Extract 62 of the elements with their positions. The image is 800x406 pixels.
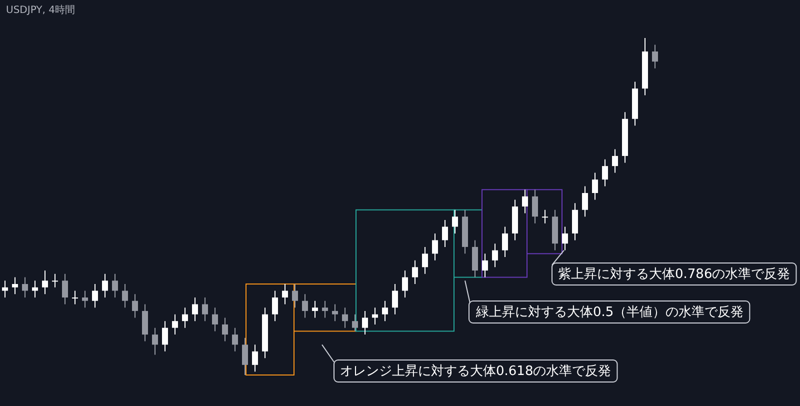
candlestick <box>302 294 308 318</box>
annotation: 緑上昇に対する大体0.5（半値）の水準で反発 <box>475 304 744 320</box>
candlestick <box>32 280 38 298</box>
candlestick <box>222 317 228 342</box>
candlestick <box>2 280 8 298</box>
candlestick <box>192 296 198 322</box>
candlestick <box>62 273 68 305</box>
candlestick <box>652 44 658 69</box>
candlestick <box>182 307 188 328</box>
candlestick <box>42 270 48 295</box>
candlestick <box>242 337 248 376</box>
candlestick <box>422 246 428 274</box>
candlestick <box>112 273 118 298</box>
candlestick <box>582 186 588 218</box>
candlestick <box>212 307 218 332</box>
candlestick <box>322 300 328 318</box>
candlestick <box>152 327 158 356</box>
candlestick <box>282 284 288 305</box>
candlestick <box>432 232 438 261</box>
candlestick <box>52 273 58 288</box>
candlestick <box>132 294 138 318</box>
candlestick <box>102 273 108 298</box>
annotation: オレンジ上昇に対する大体0.618の水準で反発 <box>340 363 612 379</box>
candlestick <box>592 172 598 200</box>
candlestick <box>232 327 238 352</box>
candlestick <box>342 307 348 328</box>
candlestick <box>312 300 318 318</box>
candlestick <box>352 314 358 332</box>
candlestick <box>382 300 388 322</box>
candlestick <box>572 202 578 241</box>
chart-title: USDJPY, 4時間 <box>6 4 75 16</box>
candlestick <box>472 240 478 278</box>
candlestick <box>12 276 18 295</box>
candlestick <box>502 226 508 258</box>
candlestick <box>82 290 88 308</box>
candlestick <box>442 219 448 248</box>
candlestick <box>142 304 148 342</box>
candlestick <box>162 320 168 352</box>
candlestick <box>402 270 408 298</box>
candlestick <box>562 226 568 251</box>
candlestick <box>272 290 278 322</box>
candlestick <box>172 314 178 336</box>
candlestick <box>292 284 298 308</box>
candlestick <box>122 284 128 308</box>
candlestick <box>602 158 608 187</box>
candlestick <box>522 189 528 214</box>
candlestick <box>392 284 398 315</box>
candlestick <box>92 284 98 308</box>
candlestick <box>532 189 538 224</box>
candlestick <box>482 253 488 278</box>
candlestick <box>252 344 258 372</box>
candlestick <box>612 148 618 174</box>
candlestick <box>362 310 368 336</box>
candlestick <box>72 290 78 305</box>
candlestick <box>542 209 548 224</box>
candlestick <box>202 296 208 322</box>
candlestick <box>332 304 338 322</box>
candlestick <box>412 260 418 285</box>
candlestick <box>22 276 28 298</box>
candlestick <box>492 243 498 268</box>
candlestick <box>452 209 458 234</box>
annotation: 紫上昇に対する大体0.786の水準で反発 <box>558 266 790 282</box>
